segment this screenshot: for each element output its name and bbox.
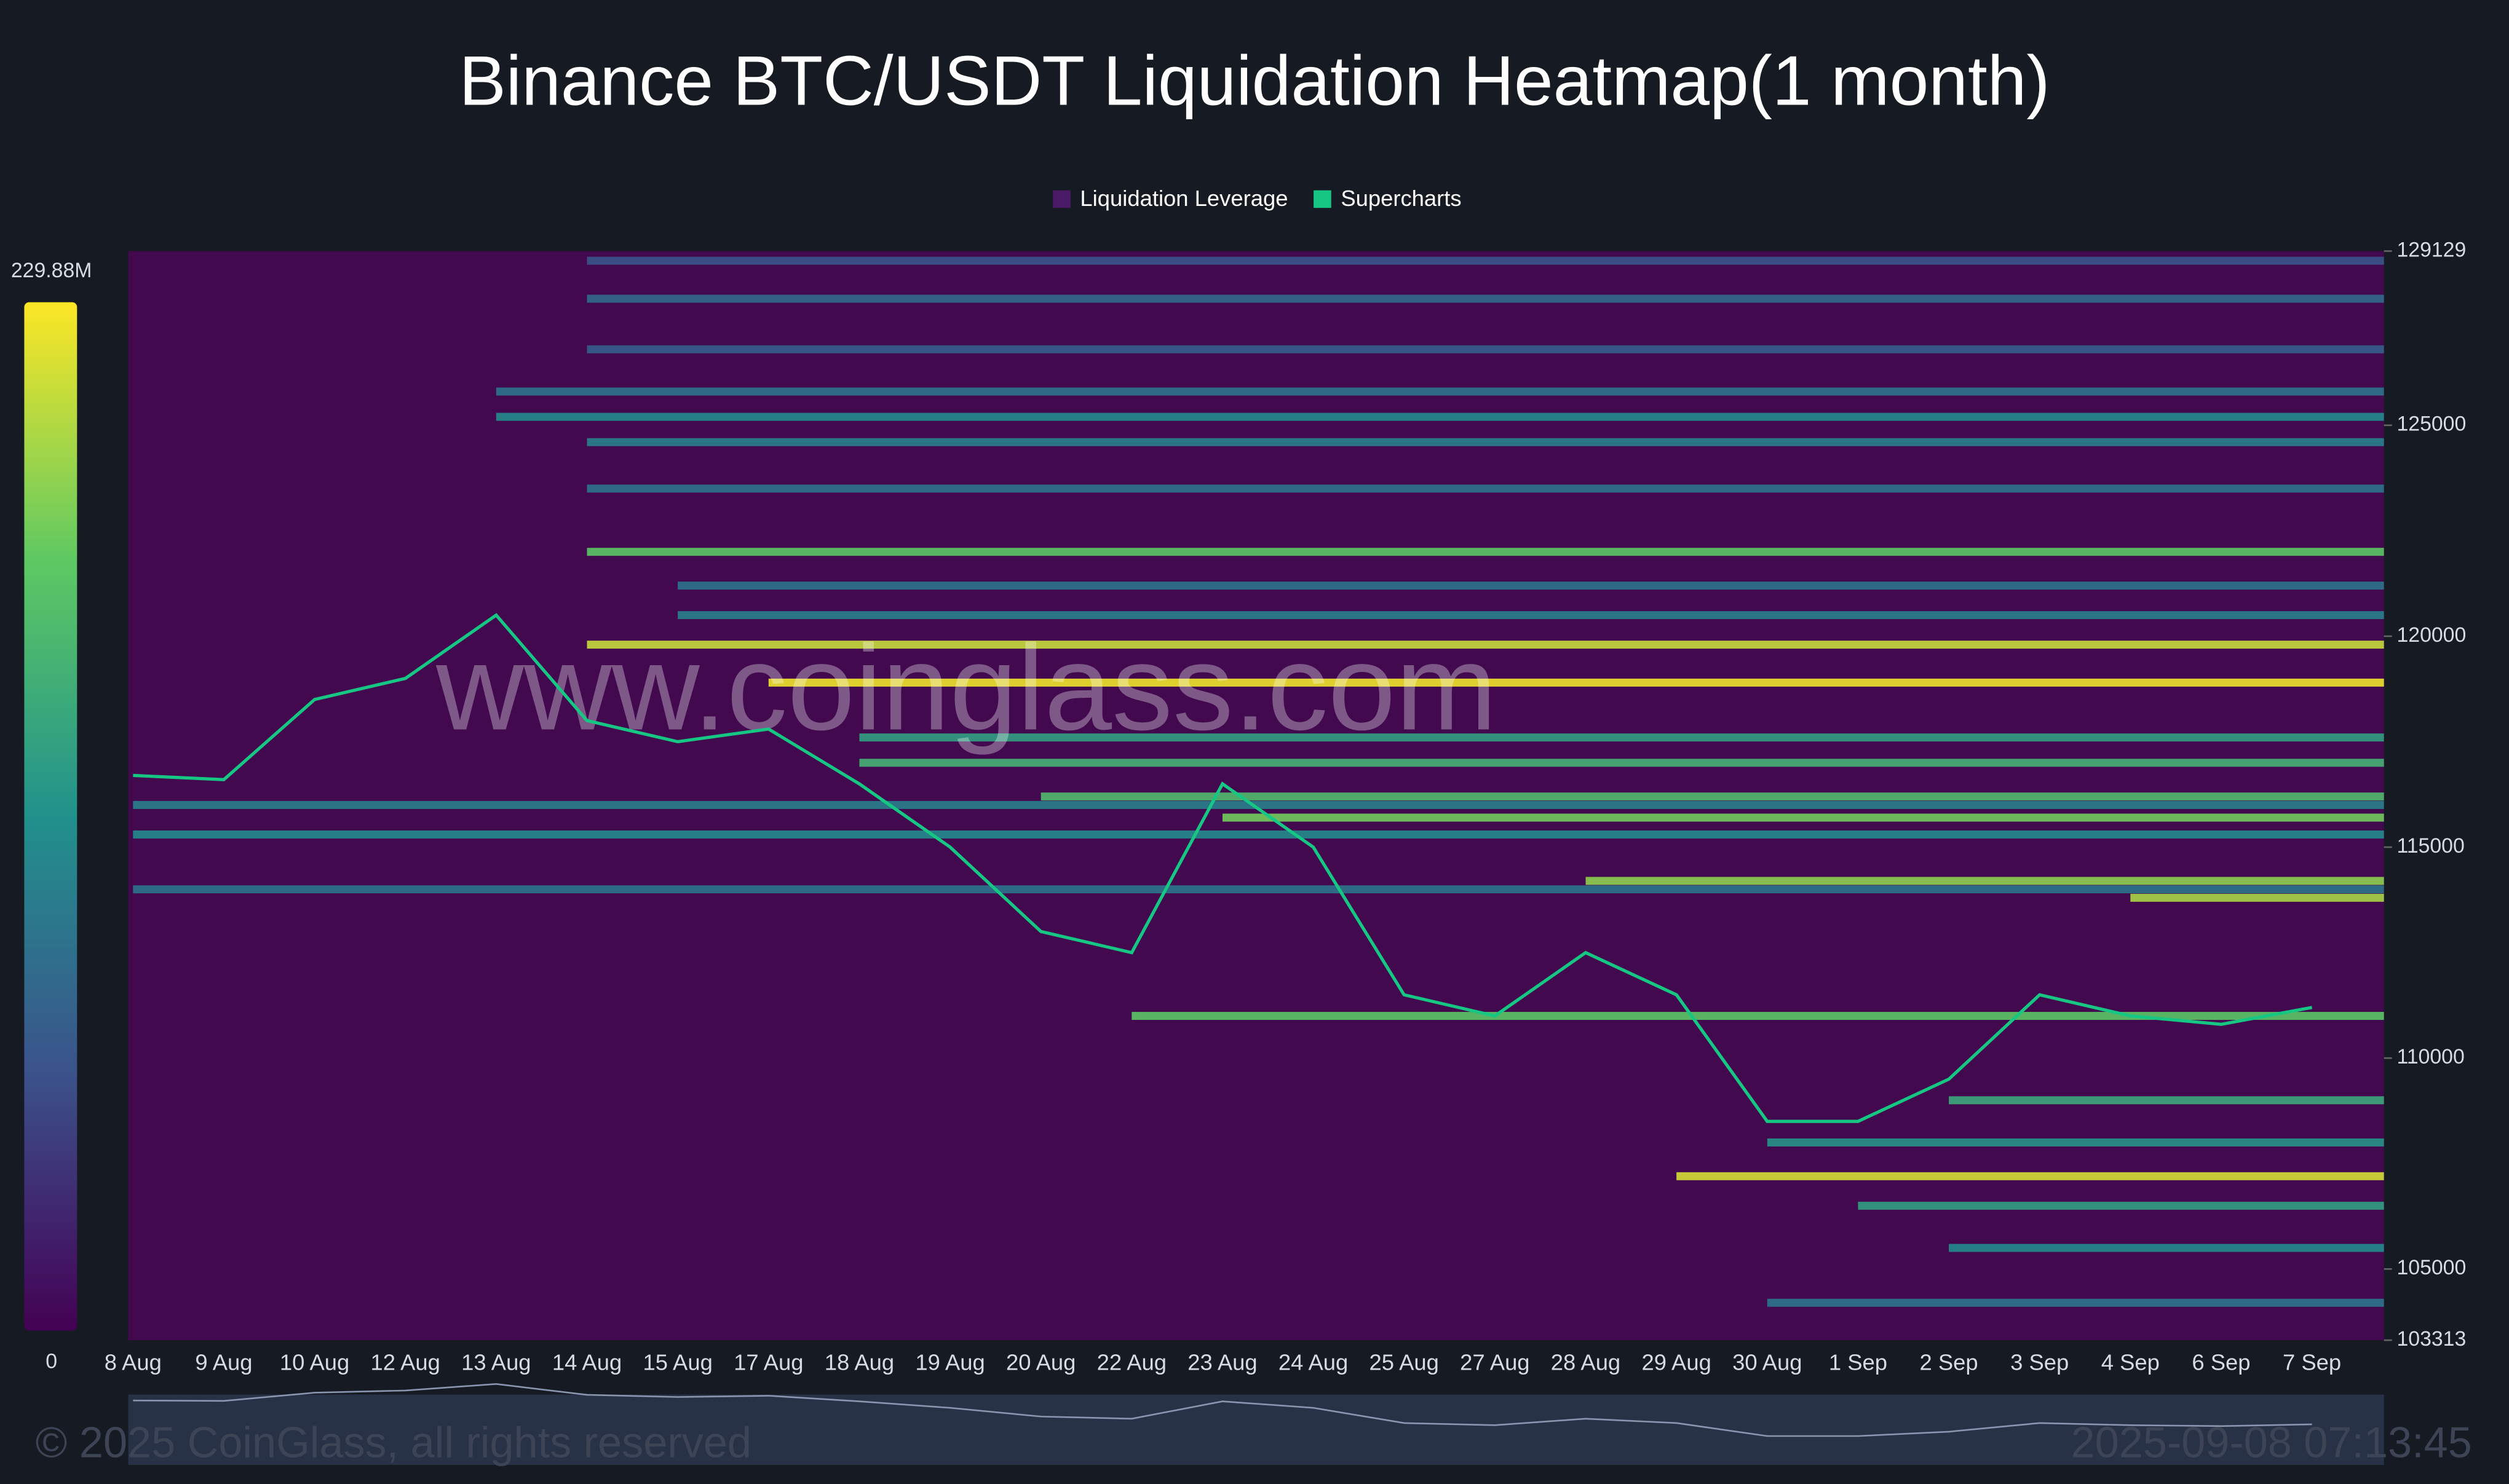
x-tick-label: 23 Aug bbox=[1187, 1350, 1257, 1375]
x-tick-label: 28 Aug bbox=[1551, 1350, 1620, 1375]
x-tick-label: 8 Aug bbox=[105, 1350, 162, 1375]
liquidation-level bbox=[587, 548, 2384, 556]
y-tick-label: 125000 bbox=[2396, 412, 2466, 436]
x-tick-label: 4 Sep bbox=[2101, 1350, 2160, 1375]
liquidation-level bbox=[678, 611, 2384, 620]
liquidation-level bbox=[1040, 792, 2384, 801]
liquidation-level bbox=[1676, 1172, 2384, 1180]
liquidation-level bbox=[859, 733, 2384, 742]
x-tick-label: 17 Aug bbox=[734, 1350, 803, 1375]
copyright: © 2025 CoinGlass, all rights reserved bbox=[36, 1418, 751, 1466]
liquidation-level bbox=[768, 678, 2384, 687]
legend-swatch bbox=[1314, 190, 1331, 208]
liquidation-level bbox=[1585, 877, 2384, 885]
liquidation-level bbox=[1949, 1244, 2384, 1252]
x-tick-label: 10 Aug bbox=[280, 1350, 349, 1375]
x-tick-label: 25 Aug bbox=[1369, 1350, 1439, 1375]
colorbar bbox=[24, 302, 77, 1331]
y-tick-label: 103313 bbox=[2396, 1327, 2466, 1351]
legend-label: Liquidation Leverage bbox=[1080, 186, 1288, 211]
x-tick-label: 27 Aug bbox=[1460, 1350, 1529, 1375]
liquidation-level bbox=[133, 800, 2384, 809]
x-tick-label: 2 Sep bbox=[1919, 1350, 1978, 1375]
x-tick-label: 7 Sep bbox=[2283, 1350, 2341, 1375]
x-tick-label: 22 Aug bbox=[1097, 1350, 1167, 1375]
liquidation-level bbox=[587, 438, 2384, 446]
x-tick-label: 6 Sep bbox=[2192, 1350, 2250, 1375]
y-tick-label: 115000 bbox=[2396, 834, 2464, 858]
x-tick-label: 24 Aug bbox=[1278, 1350, 1348, 1375]
legend-swatch bbox=[1053, 190, 1071, 208]
liquidation-level bbox=[133, 885, 2384, 894]
x-tick-label: 19 Aug bbox=[915, 1350, 985, 1375]
colorbar-label: 0 bbox=[46, 1349, 57, 1373]
x-tick-label: 14 Aug bbox=[552, 1350, 622, 1375]
liquidation-level bbox=[1767, 1138, 2384, 1147]
legend-label: Supercharts bbox=[1341, 186, 1461, 211]
y-tick-label: 110000 bbox=[2396, 1045, 2464, 1068]
price-line bbox=[133, 613, 2313, 1123]
y-tick-label: 105000 bbox=[2396, 1256, 2466, 1279]
x-tick-label: 15 Aug bbox=[643, 1350, 712, 1375]
y-tick-label: 120000 bbox=[2396, 623, 2466, 647]
liquidation-level bbox=[1222, 813, 2384, 822]
liquidation-level bbox=[587, 641, 2384, 649]
liquidation-level bbox=[587, 256, 2384, 265]
liquidation-level bbox=[1132, 1012, 2384, 1020]
x-tick-label: 30 Aug bbox=[1732, 1350, 1802, 1375]
liquidation-level bbox=[1858, 1201, 2384, 1210]
x-tick-label: 13 Aug bbox=[461, 1350, 531, 1375]
navigator-line bbox=[133, 1383, 2312, 1437]
x-tick-label: 12 Aug bbox=[371, 1350, 440, 1375]
chart-title: Binance BTC/USDT Liquidation Heatmap(1 m… bbox=[459, 42, 2050, 120]
x-tick-label: 18 Aug bbox=[825, 1350, 894, 1375]
x-tick-label: 1 Sep bbox=[1829, 1350, 1887, 1375]
x-tick-label: 9 Aug bbox=[195, 1350, 252, 1375]
liquidation-level bbox=[587, 345, 2384, 353]
liquidation-level bbox=[1949, 1096, 2384, 1105]
liquidation-level bbox=[587, 484, 2384, 493]
liquidation-level bbox=[1767, 1298, 2384, 1307]
liquidation-level bbox=[133, 830, 2384, 839]
x-tick-label: 20 Aug bbox=[1006, 1350, 1076, 1375]
watermark: www.coinglass.com bbox=[435, 619, 1497, 755]
colorbar-label: 229.88M bbox=[11, 259, 92, 282]
y-tick-label: 129129 bbox=[2396, 238, 2466, 261]
x-tick-label: 3 Sep bbox=[2010, 1350, 2069, 1375]
x-tick-label: 29 Aug bbox=[1641, 1350, 1711, 1375]
liquidation-level bbox=[496, 412, 2384, 421]
liquidation-level bbox=[496, 387, 2384, 396]
navigator bbox=[128, 1394, 2384, 1465]
liquidation-level bbox=[859, 759, 2384, 767]
liquidation-level bbox=[678, 582, 2384, 590]
liquidation-level bbox=[2130, 893, 2384, 902]
liquidation-level bbox=[587, 294, 2384, 303]
